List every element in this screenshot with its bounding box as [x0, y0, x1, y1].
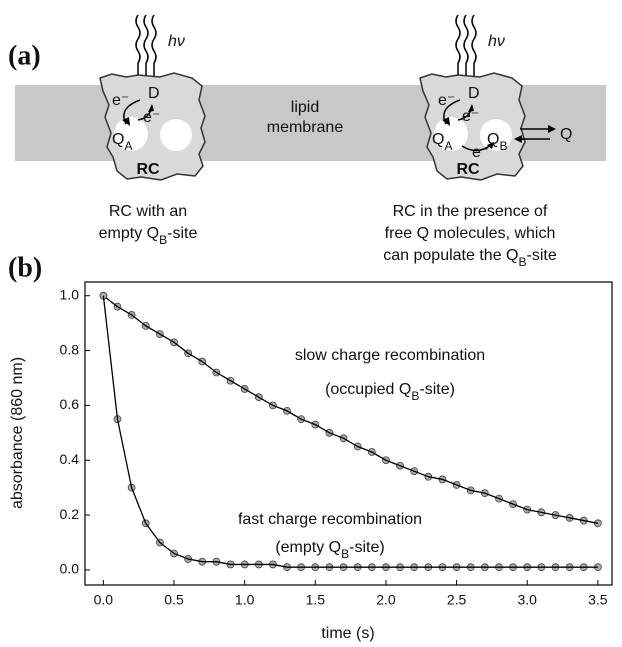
free-quinone: Q [560, 126, 572, 143]
membrane-label: membrane [267, 119, 344, 136]
x-tick-label: 3.0 [517, 592, 537, 608]
text-part: -site [167, 225, 197, 242]
rc-protein [419, 72, 526, 181]
donor: D [468, 85, 480, 102]
subscript: B [518, 255, 526, 269]
x-tick-label: 2.5 [447, 592, 467, 608]
x-tick-label: 1.5 [306, 592, 326, 608]
text-part: -site) [349, 539, 385, 556]
light-label: hν [488, 33, 505, 50]
x-tick-label: 0.0 [94, 592, 114, 608]
text-line: empty QB-site [99, 225, 198, 247]
y-axis-label: absorbance (860 nm) [9, 357, 26, 509]
qa-site [114, 117, 148, 151]
membrane-label: lipid [291, 99, 319, 116]
subscript: B [411, 389, 419, 403]
text-part: fast charge recombination [238, 511, 422, 528]
subscript: B [499, 139, 507, 153]
y-tick-label: 0.4 [60, 451, 80, 467]
panel-label: (b) [8, 252, 42, 283]
electron: e⁻ [438, 92, 455, 109]
light-label: hν [168, 33, 185, 50]
text-line: QB [487, 131, 507, 153]
plot-frame [84, 281, 613, 586]
x-tick-label: 1.0 [235, 592, 255, 608]
y-tick-label: 0.2 [60, 506, 80, 522]
text-line: QA [432, 131, 452, 153]
subscript: A [444, 139, 452, 153]
fit-line [102, 295, 598, 568]
text-part: -site [527, 247, 557, 264]
light-waves [135, 14, 477, 79]
x-tick-label: 0.5 [164, 592, 184, 608]
y-tick-label: 1.0 [60, 286, 80, 302]
electron: e⁻ [462, 108, 479, 125]
arrow-heads [122, 104, 556, 149]
electron: e⁻ [143, 109, 160, 126]
text-line: QA [112, 131, 132, 153]
rc-label: RC [136, 161, 160, 178]
rc-protein [99, 72, 206, 181]
x-tick-label: 2.0 [376, 592, 396, 608]
y-tick-label: 0.8 [60, 341, 80, 357]
electron: e⁻ [112, 92, 129, 109]
y-tick-label: 0.6 [60, 396, 80, 412]
text-line: (empty QB-site) [275, 539, 384, 561]
fit-line [102, 295, 598, 524]
text-part: empty Q [99, 225, 159, 242]
text-line: RC with an [109, 203, 187, 220]
text-part: RC with an [109, 203, 187, 220]
text-part: RC in the presence of [393, 203, 548, 220]
text-line: can populate the QB-site [383, 247, 557, 269]
subscript: B [341, 547, 349, 561]
text-part: can populate the Q [383, 247, 518, 264]
text-part: slow charge recombination [295, 347, 485, 364]
x-axis-label: time (s) [321, 625, 374, 642]
qb-site [160, 119, 192, 151]
subscript: A [124, 139, 132, 153]
subscript: B [159, 233, 167, 247]
qb-site [480, 119, 512, 151]
text-part: (occupied Q [325, 381, 411, 398]
text-part: Q [432, 131, 444, 148]
text-line: slow charge recombination [295, 347, 485, 364]
qa-site [434, 117, 468, 151]
text-part: (empty Q [275, 539, 341, 556]
text-part: Q [112, 131, 124, 148]
text-line: free Q molecules, which [385, 225, 556, 242]
donor: D [148, 85, 160, 102]
text-line: (occupied QB-site) [325, 381, 455, 403]
y-tick-label: 0.0 [60, 561, 80, 577]
text-line: fast charge recombination [238, 511, 422, 528]
text-part: free Q molecules, which [385, 225, 556, 242]
rc-label: RC [456, 161, 480, 178]
x-tick-label: 3.5 [588, 592, 608, 608]
electron: e⁻ [472, 144, 489, 161]
text-part: -site) [419, 381, 455, 398]
text-part: Q [487, 131, 499, 148]
panel-label: (a) [8, 40, 41, 71]
text-line: RC in the presence of [393, 203, 548, 220]
